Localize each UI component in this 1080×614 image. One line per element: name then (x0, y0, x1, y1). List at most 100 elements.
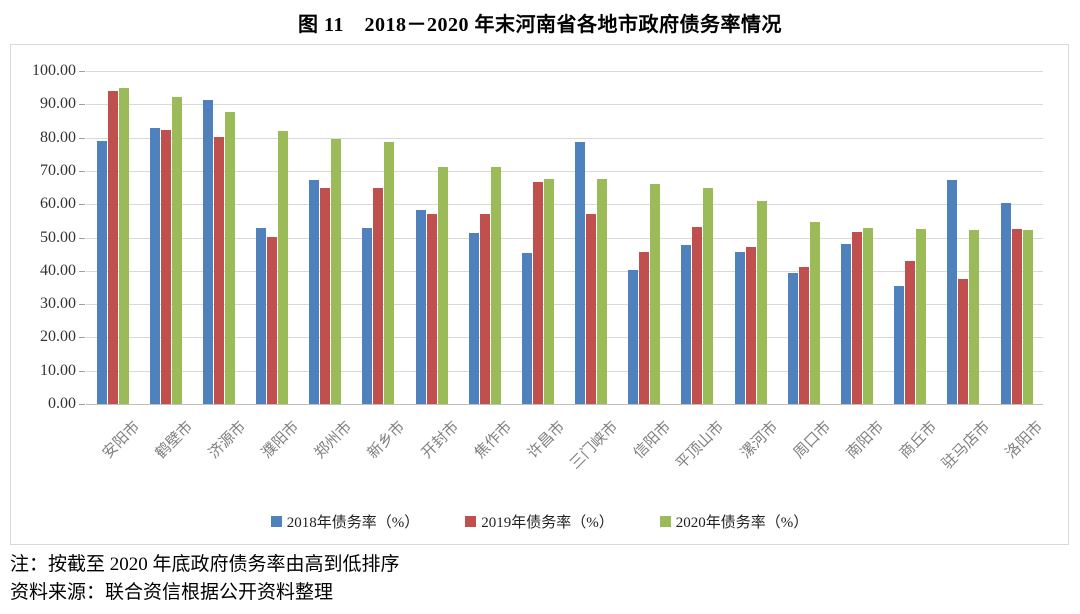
bar-group (724, 71, 777, 404)
x-axis-labels: 安阳市 鹤壁市 济源市 濮阳市 郑州市 新乡市 开封市 焦作市 许昌市 三门峡市 信阳市 平顶山市 漯河… (86, 410, 1047, 500)
y-axis-tick-label: 80.00 (40, 128, 76, 146)
y-axis-tick (79, 337, 85, 339)
y-axis-tick-label: 20.00 (40, 328, 76, 346)
chart-notes: 注：按截至 2020 年底政府债务率由高到低排序 资料来源：联合资信根据公开资料… (10, 551, 400, 607)
bar (628, 270, 639, 404)
legend-label: 2018年债务率（%） (286, 515, 420, 531)
bar-group (565, 71, 618, 404)
bar (267, 236, 278, 404)
note-data-source: 资料来源：联合资信根据公开资料整理 (10, 582, 334, 603)
legend-label: 2019年债务率（%） (481, 515, 614, 531)
bar (373, 187, 384, 404)
y-axis-tick (79, 137, 85, 139)
bar (958, 279, 969, 404)
bar-group (405, 71, 458, 404)
bar (947, 179, 958, 404)
legend-swatch-icon (270, 516, 282, 527)
bar-group (937, 71, 990, 404)
legend-item: 2019年债务率（%） (465, 511, 614, 532)
y-axis-tick (79, 404, 85, 405)
gridline (86, 237, 1043, 239)
legend-item: 2020年债务率（%） (659, 511, 809, 532)
gridline (86, 337, 1043, 339)
bar (171, 96, 182, 404)
x-axis-category-label: 平顶山市 (673, 418, 728, 473)
bar (202, 100, 213, 404)
y-axis-tick-label: 50.00 (40, 228, 76, 246)
bar (756, 200, 767, 404)
x-axis-category-label: 周口市 (790, 418, 834, 462)
note-sort-order: 注：按截至 2020 年底政府债务率由高到低排序 (10, 554, 400, 575)
bar (916, 228, 927, 404)
x-axis-category-label: 漯河市 (737, 418, 781, 462)
bar-group (139, 71, 192, 404)
bar (798, 266, 809, 404)
x-axis-category-label: 三门峡市 (567, 418, 622, 473)
bar (479, 214, 490, 404)
bar (309, 179, 320, 404)
y-axis-tick-label: 90.00 (40, 95, 76, 113)
x-axis-category-label: 安阳市 (99, 418, 143, 462)
x-axis-category-label: 新乡市 (365, 418, 409, 462)
bar-group (830, 71, 883, 404)
bar (1022, 230, 1033, 404)
y-axis-tick-label: 30.00 (40, 295, 76, 313)
bar (331, 138, 342, 404)
bar (969, 229, 980, 404)
x-axis-category-label: 许昌市 (524, 418, 569, 462)
bar (575, 141, 586, 404)
y-axis-tick (79, 304, 85, 306)
x-axis-category-label: 驻马店市 (939, 418, 994, 473)
bar (894, 286, 905, 404)
bar (224, 111, 235, 404)
x-axis-category-label: 洛阳市 (1003, 418, 1047, 462)
x-axis-category-label: 焦作市 (471, 418, 515, 462)
x-axis-category-label: 商丘市 (897, 418, 941, 462)
bar-group (671, 71, 724, 404)
bar (362, 227, 373, 404)
bar (745, 246, 756, 404)
chart-legend: 2018年债务率（%） 2019年债务率（%） 2020年债务率（%） (11, 511, 1068, 532)
y-axis-tick-label: 10.00 (40, 361, 76, 379)
bar (149, 127, 160, 404)
legend-item: 2018年债务率（%） (270, 511, 420, 532)
bar-group (990, 71, 1043, 404)
legend-swatch-icon (659, 516, 671, 527)
x-axis-category-label: 济源市 (205, 418, 250, 462)
gridline (86, 71, 1043, 72)
bar (118, 87, 129, 404)
gridline (86, 137, 1043, 139)
gridline (86, 304, 1043, 306)
bar (586, 213, 597, 404)
bar (426, 213, 437, 404)
legend-label: 2020年债务率（%） (675, 515, 809, 531)
x-axis-category-label: 鹤壁市 (152, 418, 196, 462)
y-axis-tick (79, 170, 85, 172)
bar (256, 227, 267, 404)
bar-group (511, 71, 564, 404)
bar (851, 231, 862, 404)
y-axis-tick-label: 0.00 (48, 395, 76, 412)
x-axis-category-label: 濮阳市 (259, 418, 303, 462)
bar (543, 179, 554, 404)
bars-row (86, 71, 1043, 404)
x-axis-line (86, 404, 1043, 405)
bar (809, 221, 820, 404)
y-axis-tick (79, 71, 85, 72)
bar (650, 184, 661, 404)
bar (468, 232, 479, 404)
bar (862, 227, 873, 404)
bar (278, 131, 289, 404)
bar (1011, 229, 1022, 404)
bar (1000, 202, 1011, 404)
gridline (86, 370, 1043, 372)
y-axis-tick-label: 70.00 (40, 161, 76, 179)
bar-group (192, 71, 245, 404)
y-axis-tick (79, 204, 85, 206)
bar (597, 179, 608, 404)
y-axis-tick (79, 370, 85, 372)
bar (734, 251, 745, 404)
bar (703, 187, 714, 404)
bar-group (618, 71, 671, 404)
bar (415, 209, 426, 404)
